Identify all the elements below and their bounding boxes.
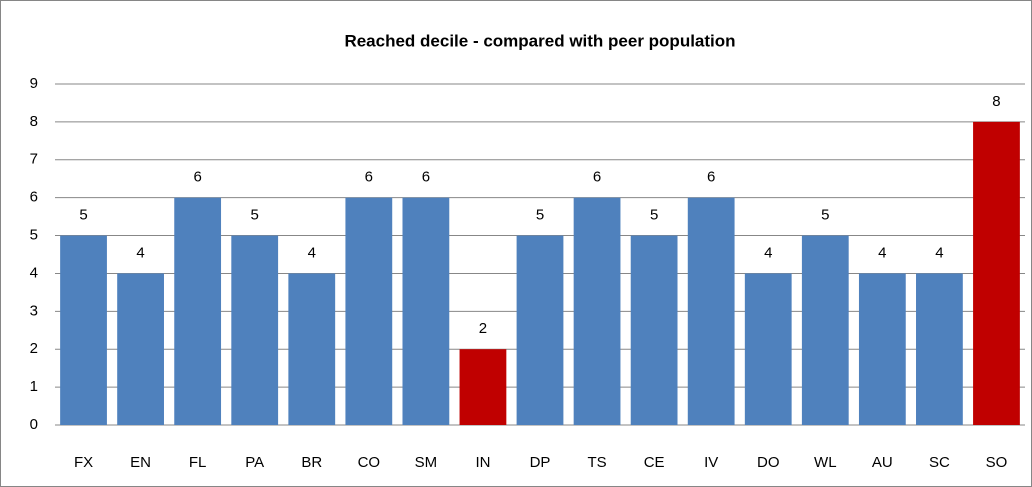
bar (231, 235, 279, 425)
bar (288, 273, 336, 425)
y-tick-label: 1 (30, 378, 38, 395)
data-label: 6 (422, 169, 430, 186)
x-tick-label: FX (74, 454, 93, 471)
x-tick-label: AU (872, 454, 893, 471)
y-tick-label: 9 (30, 75, 38, 92)
data-label: 2 (479, 320, 487, 337)
bar (916, 273, 963, 425)
bar (573, 197, 621, 425)
bar (744, 273, 792, 425)
x-tick-label: EN (130, 454, 151, 471)
x-tick-label: DO (757, 454, 780, 471)
bar (858, 273, 906, 425)
data-label: 5 (536, 207, 544, 224)
data-label: 4 (878, 244, 886, 261)
x-tick-label: SC (929, 454, 950, 471)
y-tick-label: 3 (30, 302, 38, 319)
bar (801, 235, 849, 425)
x-tick-label: SO (986, 454, 1008, 471)
bar (630, 235, 678, 425)
bar (345, 197, 393, 425)
y-tick-label: 2 (30, 340, 38, 357)
data-label: 6 (193, 169, 201, 186)
data-label: 6 (593, 169, 601, 186)
data-label: 6 (707, 169, 715, 186)
y-tick-label: 6 (30, 189, 38, 206)
x-tick-label: CO (358, 454, 381, 471)
x-tick-label: PA (245, 454, 264, 471)
data-label: 5 (650, 207, 658, 224)
bar (174, 197, 222, 425)
data-label: 6 (365, 169, 373, 186)
y-tick-label: 5 (30, 227, 38, 244)
x-tick-label: IN (475, 454, 490, 471)
bar (687, 197, 735, 425)
bar (973, 121, 1020, 425)
x-tick-label: SM (415, 454, 438, 471)
y-tick-label: 7 (30, 151, 38, 168)
x-tick-label: TS (587, 454, 606, 471)
data-label: 4 (136, 244, 144, 261)
y-tick-label: 4 (30, 264, 38, 281)
bar (60, 235, 107, 425)
bar (117, 273, 164, 425)
y-tick-label: 8 (30, 113, 38, 130)
data-label: 4 (935, 244, 943, 261)
data-label: 5 (821, 207, 829, 224)
data-label: 4 (308, 244, 316, 261)
y-tick-label: 0 (30, 416, 38, 433)
data-label: 4 (764, 244, 772, 261)
data-label: 5 (251, 207, 259, 224)
bar (459, 349, 507, 425)
x-tick-label: CE (644, 454, 665, 471)
bar (516, 235, 564, 425)
x-tick-label: DP (530, 454, 551, 471)
chart-title: Reached decile - compared with peer popu… (344, 31, 735, 50)
x-tick-label: BR (301, 454, 322, 471)
x-tick-label: IV (704, 454, 718, 471)
data-label: 5 (79, 207, 87, 224)
data-label: 8 (992, 93, 1000, 110)
x-tick-label: FL (189, 454, 207, 471)
x-tick-label: WL (814, 454, 837, 471)
bar (402, 197, 450, 425)
